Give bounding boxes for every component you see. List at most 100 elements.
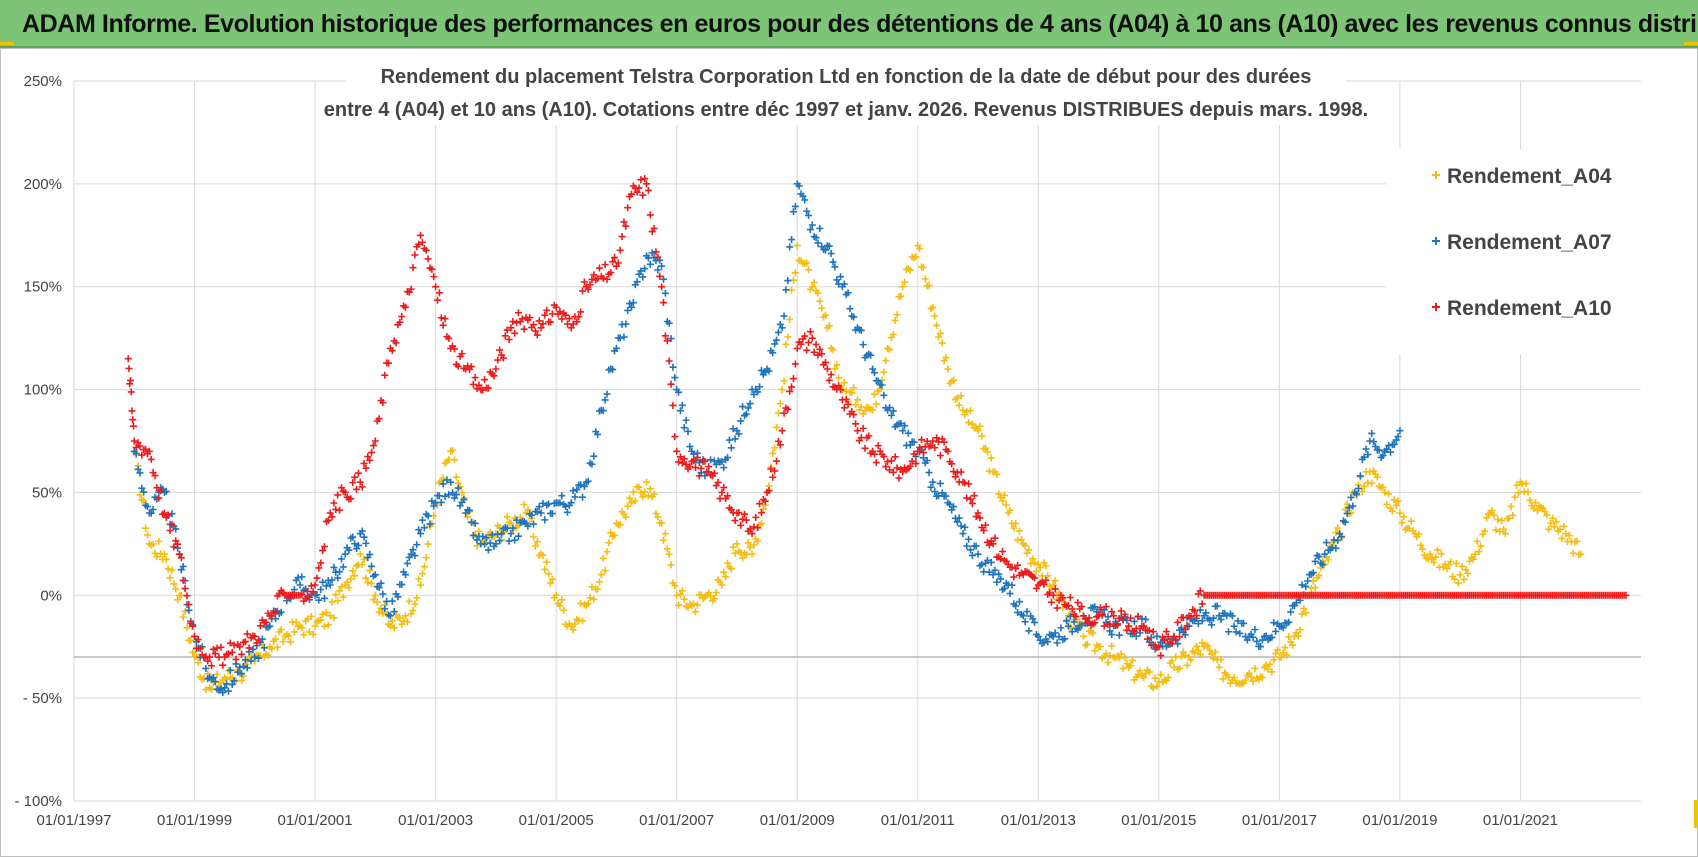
data-point (803, 259, 811, 267)
data-point (1047, 598, 1055, 606)
data-point (650, 224, 658, 232)
data-point (1198, 600, 1206, 608)
data-point (168, 521, 176, 529)
data-point (424, 255, 432, 263)
data-point (637, 489, 645, 497)
data-point (240, 662, 248, 670)
data-point (334, 597, 342, 605)
data-point (658, 262, 666, 270)
data-point (1025, 627, 1033, 635)
data-point (541, 516, 549, 524)
data-point (861, 407, 869, 415)
data-point (256, 622, 264, 630)
data-point (351, 572, 359, 580)
data-point (579, 287, 587, 295)
data-point (968, 551, 976, 559)
data-point (878, 381, 886, 389)
data-point (806, 328, 814, 336)
data-point (599, 274, 607, 282)
data-point (471, 374, 479, 382)
data-point (1177, 624, 1185, 632)
data-point (153, 484, 161, 492)
data-point (1324, 556, 1332, 564)
data-point (750, 390, 758, 398)
data-point (731, 435, 739, 443)
data-point (1396, 509, 1404, 517)
data-point (243, 630, 251, 638)
data-point (925, 469, 933, 477)
data-point (577, 481, 585, 489)
data-point (1285, 618, 1293, 626)
data-point (1277, 653, 1285, 661)
data-point (586, 281, 594, 289)
data-point (1532, 499, 1540, 507)
data-point (320, 622, 328, 630)
data-point (170, 543, 178, 551)
data-point (452, 473, 460, 481)
data-point (507, 530, 515, 538)
data-point (989, 540, 997, 548)
data-point (1228, 612, 1236, 620)
data-point (1548, 514, 1556, 522)
data-point (773, 423, 781, 431)
data-point (1074, 626, 1082, 634)
data-point (695, 459, 703, 467)
data-point (637, 176, 645, 184)
data-point (1042, 576, 1050, 584)
data-point (1209, 614, 1217, 622)
data-point (439, 480, 447, 488)
data-point (1053, 604, 1061, 612)
data-point (629, 299, 637, 307)
data-point (1128, 656, 1136, 664)
data-point (1556, 525, 1564, 533)
data-point (1015, 527, 1023, 535)
data-point (1127, 614, 1135, 622)
data-point (558, 596, 566, 604)
data-point (1451, 575, 1459, 583)
data-point (164, 565, 172, 573)
data-point (1368, 479, 1376, 487)
data-point (1492, 526, 1500, 534)
data-point (886, 466, 894, 474)
data-point (347, 495, 355, 503)
data-point (967, 546, 975, 554)
data-point (916, 245, 924, 253)
data-point (633, 188, 641, 196)
data-point (279, 638, 287, 646)
data-point (644, 492, 652, 500)
data-point (906, 266, 914, 274)
data-point (910, 438, 918, 446)
data-point (1292, 599, 1300, 607)
data-point (771, 467, 779, 475)
data-point (409, 546, 417, 554)
data-point (575, 313, 583, 321)
data-point (1183, 622, 1191, 630)
data-point (1360, 453, 1368, 461)
data-point (940, 438, 948, 446)
data-point (1577, 550, 1585, 558)
data-point (317, 559, 325, 567)
data-point (727, 444, 735, 452)
data-point (175, 550, 183, 558)
data-point (548, 575, 556, 583)
data-point (654, 266, 662, 274)
data-point (379, 399, 387, 407)
data-point (584, 285, 592, 293)
report-title: ADAM Informe. Evolution historique des p… (22, 10, 1698, 38)
data-point (1031, 618, 1039, 626)
data-point (411, 600, 419, 608)
data-point (1206, 616, 1214, 624)
data-point (831, 263, 839, 271)
data-point (174, 540, 182, 548)
data-point (1432, 553, 1440, 561)
data-point (1198, 639, 1206, 647)
data-point (1272, 650, 1280, 658)
data-point (1268, 633, 1276, 641)
data-point (1322, 539, 1330, 547)
data-point (880, 368, 888, 376)
data-point (292, 618, 300, 626)
data-point (460, 495, 468, 503)
data-point (424, 512, 432, 520)
data-point (311, 622, 319, 630)
data-point (1206, 646, 1214, 654)
